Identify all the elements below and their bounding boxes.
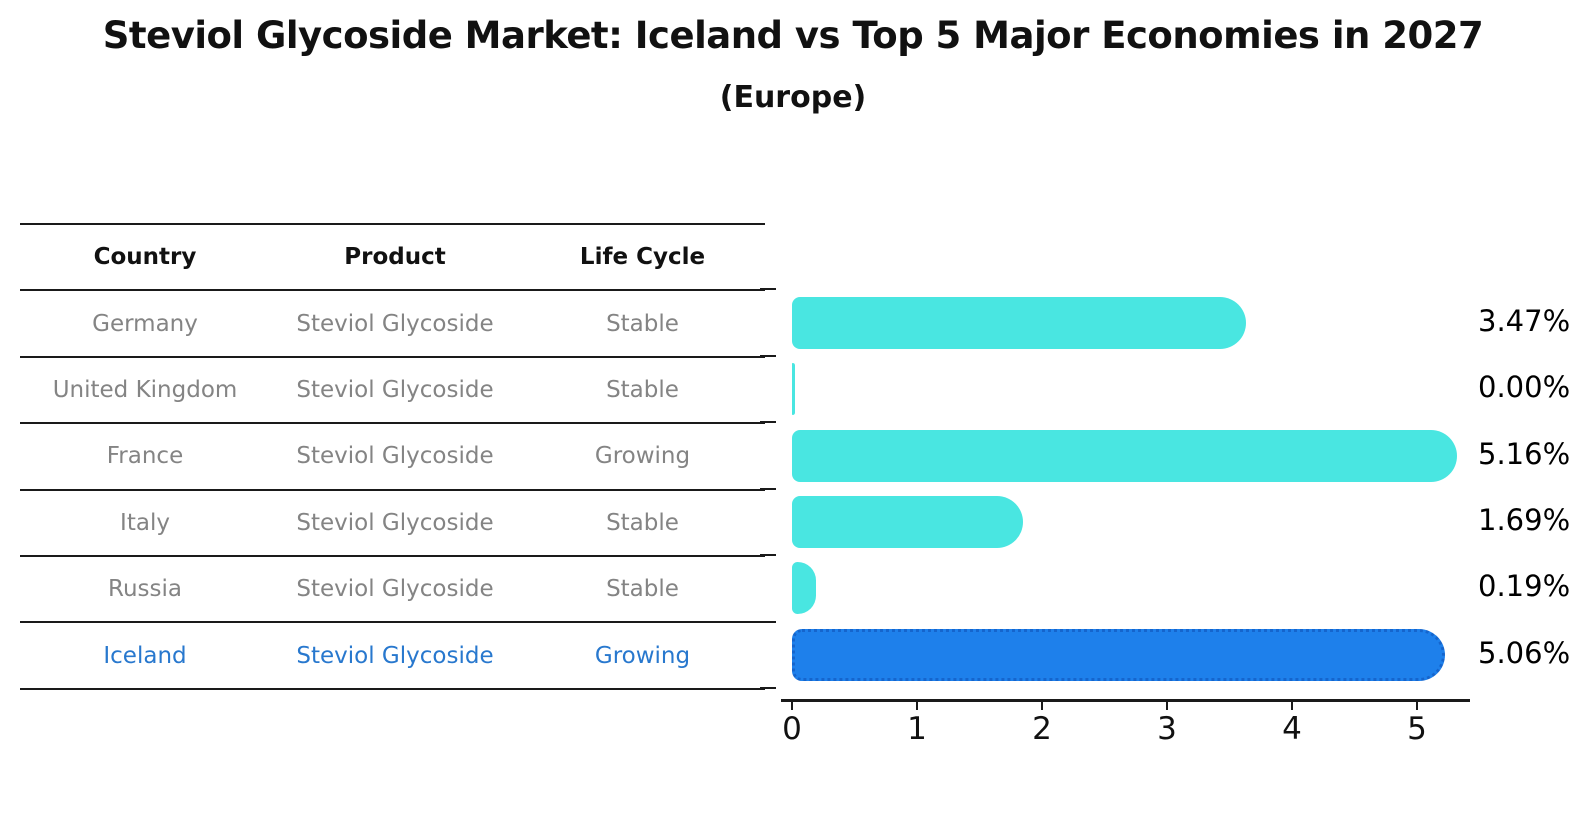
y-axis-tick — [760, 554, 776, 557]
cell-country: Italy — [120, 509, 170, 536]
bar-value-label: 5.16% — [1478, 436, 1571, 471]
bar-italy — [792, 495, 1024, 548]
table-body: Germany Steviol Glycoside Stable United Kin… — [20, 291, 765, 690]
cell-product: Steviol Glycoside — [296, 642, 494, 669]
table-row: Italy Steviol Glycoside Stable — [20, 491, 765, 557]
cell-life-cycle: Stable — [606, 509, 679, 536]
cell-country: France — [106, 443, 184, 470]
bar-russia — [792, 562, 816, 615]
bar-united-kingdom — [792, 363, 795, 416]
column-header-life-cycle: Life Cycle — [579, 244, 706, 271]
table-row: Iceland Steviol Glycoside Growing — [20, 623, 765, 690]
bar-value-label: 1.69% — [1478, 502, 1571, 537]
x-axis-tick — [1041, 701, 1043, 710]
column-header-product: Product — [344, 244, 446, 271]
y-axis-tick — [760, 354, 776, 357]
bar-germany — [792, 296, 1246, 349]
cell-life-cycle: Growing — [594, 642, 691, 669]
cell-product: Steviol Glycoside — [296, 509, 494, 536]
table-row: Germany Steviol Glycoside Stable — [20, 291, 765, 358]
bar-value-label: 5.06% — [1478, 635, 1571, 670]
cell-product: Steviol Glycoside — [296, 443, 494, 470]
cell-life-cycle: Stable — [606, 376, 679, 403]
bar-value-label: 0.00% — [1478, 370, 1571, 405]
y-axis-tick — [760, 421, 776, 424]
table-row: Russia Steviol Glycoside Stable — [20, 557, 765, 624]
country-table: Country Product Life Cycle Germany Stevio… — [20, 223, 765, 690]
cell-life-cycle: Growing — [594, 443, 691, 470]
x-axis-tick-label: 2 — [1032, 711, 1052, 747]
x-axis-tick-label: 5 — [1407, 711, 1427, 747]
x-axis-tick — [1416, 701, 1418, 710]
cell-country: United Kingdom — [52, 376, 238, 403]
bar-value-label: 3.47% — [1478, 303, 1571, 338]
cell-product: Steviol Glycoside — [296, 376, 494, 403]
bar-value-label: 0.19% — [1478, 569, 1571, 604]
x-axis-tick-label: 4 — [1282, 711, 1302, 747]
y-axis-tick — [760, 620, 776, 623]
cell-product: Steviol Glycoside — [296, 576, 494, 603]
cell-country: Germany — [92, 310, 198, 337]
x-axis-tick — [1166, 701, 1168, 710]
cell-product: Steviol Glycoside — [296, 310, 494, 337]
table-header-row: Country Product Life Cycle — [20, 225, 765, 292]
x-axis-tick — [916, 701, 918, 710]
table-row: United Kingdom Steviol Glycoside Stable — [20, 358, 765, 425]
y-axis-tick — [760, 288, 776, 291]
bar-iceland — [792, 628, 1445, 681]
chart-title: Steviol Glycoside Market: Iceland vs Top… — [102, 14, 1484, 57]
column-header-country: Country — [93, 244, 197, 271]
x-axis-tick — [1291, 701, 1293, 710]
y-axis-tick — [760, 687, 776, 689]
y-axis-tick — [760, 487, 776, 490]
bar-france — [792, 429, 1457, 482]
x-axis-tick-label: 1 — [907, 711, 927, 747]
cell-country: Russia — [108, 576, 182, 603]
x-axis-line — [781, 699, 1470, 702]
x-axis-tick-label: 0 — [782, 711, 802, 747]
x-axis-tick-label: 3 — [1157, 711, 1177, 747]
cell-country: Iceland — [103, 642, 187, 669]
table-row: France Steviol Glycoside Growing — [20, 424, 765, 491]
cell-life-cycle: Stable — [606, 310, 679, 337]
chart-subtitle: (Europe) — [719, 80, 867, 115]
cell-life-cycle: Stable — [606, 576, 679, 603]
x-axis-tick — [791, 701, 793, 710]
